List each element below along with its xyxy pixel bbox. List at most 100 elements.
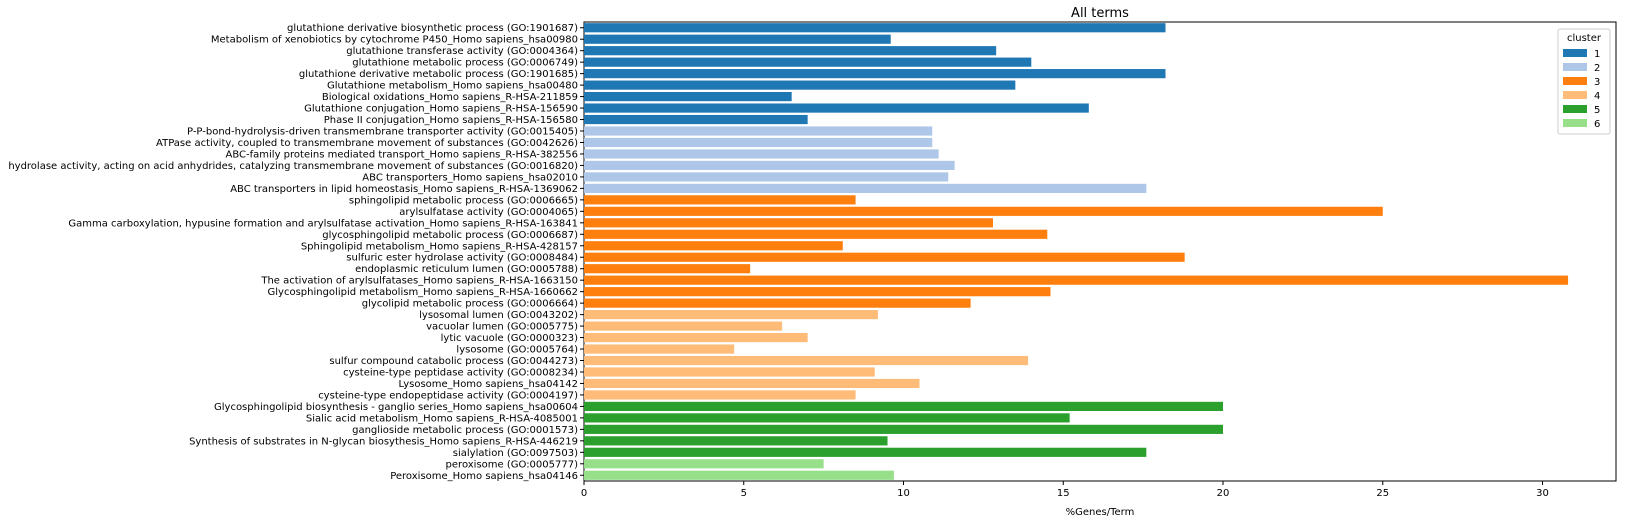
bar (584, 390, 856, 400)
category-label: Glutathione conjugation_Homo sapiens_R-H… (304, 104, 578, 115)
bar (584, 321, 783, 331)
x-tick-label: 0 (581, 488, 587, 499)
bar (584, 80, 1016, 90)
category-label: The activation of arylsulfatases_Homo sa… (260, 276, 578, 287)
bar (584, 459, 824, 469)
bar (584, 447, 1147, 457)
x-tick-label: 30 (1536, 488, 1549, 499)
legend-swatch (1563, 91, 1587, 99)
y-tick-labels: glutathione derivative biosynthetic proc… (8, 23, 584, 482)
category-label: Glycosphingolipid metabolism_Homo sapien… (268, 287, 578, 298)
legend-title: cluster (1567, 33, 1602, 44)
category-label: glutathione metabolic process (GO:000674… (352, 58, 578, 69)
category-label: glutathione derivative biosynthetic proc… (287, 23, 578, 34)
bar (584, 436, 888, 446)
x-tick-label: 10 (897, 488, 910, 499)
category-label: vacuolar lumen (GO:0005775) (426, 322, 578, 333)
category-label: arylsulfatase activity (GO:0004065) (399, 207, 578, 218)
bar (584, 46, 997, 56)
category-label: sulfuric ester hydrolase activity (GO:00… (346, 253, 578, 264)
category-label: P-P-bond-hydrolysis-driven transmembrane… (187, 127, 578, 138)
chart-title: All terms (1071, 6, 1129, 21)
legend-swatch (1563, 63, 1587, 71)
bar (584, 355, 1029, 366)
category-label: glutathione derivative metabolic process… (299, 69, 578, 80)
bar (584, 126, 933, 136)
bar (584, 137, 933, 148)
category-label: ABC transporters in lipid homeostasis_Ho… (230, 184, 578, 195)
category-label: lytic vacuole (GO:0000323) (441, 333, 578, 344)
category-label: peroxisome (GO:0005777) (446, 459, 579, 470)
category-label: glutathione transferase activity (GO:000… (346, 46, 578, 57)
category-label: Glutathione metabolism_Homo sapiens_hsa0… (327, 81, 578, 92)
bar (584, 103, 1089, 113)
category-label: cysteine-type endopeptidase activity (GO… (318, 390, 578, 401)
category-label: Biological oxidations_Homo sapiens_R-HSA… (322, 92, 578, 103)
category-label: glycosphingolipid metabolic process (GO:… (322, 230, 578, 241)
category-label: Glycosphingolipid biosynthesis - ganglio… (214, 402, 578, 413)
category-label: Phase II conjugation_Homo sapiens_R-HSA-… (324, 115, 578, 126)
x-axis-label: %Genes/Term (1066, 507, 1135, 518)
bar (584, 344, 735, 354)
category-label: Gamma carboxylation, hypusine formation … (68, 218, 578, 229)
bar (584, 413, 1070, 423)
bar (584, 23, 1166, 33)
category-label: glycolipid metabolic process (GO:0006664… (362, 299, 578, 310)
bar (584, 378, 920, 389)
bar (584, 218, 993, 228)
legend-swatch (1563, 105, 1587, 113)
bar (584, 172, 949, 182)
category-label: Lysosome_Homo sapiens_hsa04142 (399, 379, 578, 390)
category-label: cysteine-type peptidase activity (GO:000… (343, 367, 578, 378)
x-tick-label: 5 (741, 488, 747, 499)
legend-label: 3 (1594, 77, 1600, 88)
bar (584, 229, 1048, 239)
plot-area-frame (583, 21, 1617, 482)
bar (584, 160, 955, 171)
legend-label: 4 (1594, 91, 1600, 102)
category-label: sialylation (GO:0097503) (453, 448, 578, 459)
category-label: ganglioside metabolic process (GO:000157… (352, 425, 578, 436)
bar (584, 149, 939, 159)
bar (584, 310, 878, 320)
bar (584, 275, 1569, 285)
category-label: Metabolism of xenobiotics by cytochrome … (211, 35, 578, 46)
legend-label: 5 (1594, 105, 1600, 116)
bars-group (584, 23, 1569, 480)
bar (584, 332, 808, 343)
category-label: Sphingolipid metabolism_Homo sapiens_R-H… (301, 241, 578, 252)
category-label: ABC-family proteins mediated transport_H… (226, 149, 579, 160)
bar (584, 91, 792, 102)
x-tick-label: 25 (1376, 488, 1389, 499)
legend-swatch (1563, 119, 1587, 127)
category-label: hydrolase activity, acting on acid anhyd… (8, 161, 578, 172)
x-tick-label: 15 (1057, 488, 1070, 499)
x-axis-ticks: 0 5 10 15 20 25 30 (581, 481, 1549, 499)
bar (584, 241, 843, 251)
category-label: lysosome (GO:0005764) (456, 345, 578, 356)
category-label: Sialic acid metabolism_Homo sapiens_R-HS… (306, 413, 578, 424)
category-label: lysosomal lumen (GO:0043202) (419, 310, 578, 321)
bar (584, 206, 1383, 216)
legend-label: 1 (1594, 49, 1600, 60)
category-label: endoplasmic reticulum lumen (GO:0005788) (355, 264, 578, 275)
bar (584, 252, 1185, 262)
bar (584, 183, 1147, 193)
category-label: sulfur compound catabolic process (GO:00… (329, 356, 578, 367)
bar (584, 401, 1224, 412)
category-label: Synthesis of substrates in N-glycan bios… (189, 436, 578, 447)
bar (584, 264, 751, 274)
bar (584, 424, 1224, 434)
legend-swatch (1563, 49, 1587, 57)
bar (584, 470, 894, 480)
bar (584, 195, 856, 205)
legend-label: 2 (1594, 63, 1600, 74)
category-label: ATPase activity, coupled to transmembran… (156, 138, 578, 149)
legend: cluster 1 2 3 4 5 6 (1557, 28, 1611, 135)
x-tick-label: 20 (1217, 488, 1230, 499)
bar (584, 69, 1166, 79)
bar (584, 114, 808, 125)
legend-swatch (1563, 77, 1587, 85)
category-label: Peroxisome_Homo sapiens_hsa04146 (390, 471, 578, 482)
